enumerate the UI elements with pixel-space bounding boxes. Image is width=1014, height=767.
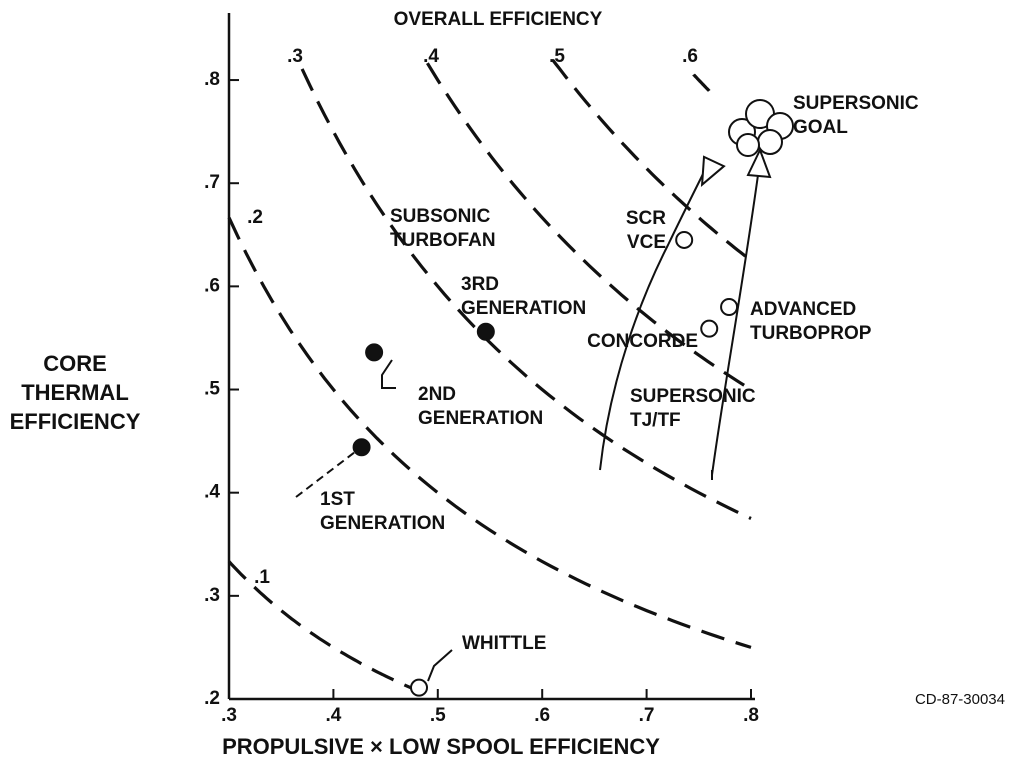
x-tick-label: .7	[639, 705, 655, 726]
iso-curve	[551, 58, 752, 262]
point-label: 2ND	[418, 384, 456, 405]
arrow-line	[599, 169, 706, 471]
data-point	[476, 322, 495, 341]
figure-code: CD-87-30034	[915, 691, 1005, 708]
point-label: GENERATION	[320, 513, 445, 534]
curve-label: .1	[254, 567, 270, 588]
arrow-line	[711, 174, 759, 476]
point-label: 1ST	[320, 489, 355, 510]
point-label: GENERATION	[461, 298, 586, 319]
point-label: TURBOPROP	[750, 323, 872, 344]
y-tick-label: .4	[204, 482, 220, 503]
data-point	[352, 438, 371, 457]
x-tick-label: .6	[534, 705, 550, 726]
data-point	[365, 343, 384, 362]
iso-curve	[692, 73, 711, 92]
x-tick-label: .4	[325, 705, 341, 726]
y-tick-label: .3	[204, 585, 220, 606]
x-tick-label: .5	[430, 705, 446, 726]
annotation: GOAL	[793, 117, 848, 138]
x-tick-label: .3	[221, 705, 237, 726]
curve-label: .6	[682, 46, 698, 67]
arrow-head	[700, 155, 726, 187]
x-tick-label: .8	[743, 705, 759, 726]
iso-curve	[300, 68, 752, 520]
y-axis-label: EFFICIENCY	[10, 409, 141, 434]
y-tick-label: .6	[204, 275, 220, 296]
curve-label: .2	[247, 207, 263, 228]
iso-curve	[426, 62, 752, 391]
point-label: VCE	[627, 232, 666, 253]
cloud	[728, 99, 794, 157]
point-label: ADVANCED	[750, 299, 856, 320]
y-axis-label: THERMAL	[21, 380, 129, 405]
point-label: CONCORDE	[587, 331, 698, 352]
chart-title: OVERALL EFFICIENCY	[394, 9, 603, 30]
leader	[427, 649, 453, 682]
point-label: WHITTLE	[462, 633, 546, 654]
data-point	[675, 230, 694, 249]
data-point	[700, 319, 719, 338]
point-label: SCR	[626, 208, 666, 229]
annotation: SUPERSONIC	[630, 386, 756, 407]
y-tick-label: .5	[204, 379, 220, 400]
annotation: TURBOFAN	[390, 230, 496, 251]
annotation: SUBSONIC	[390, 206, 491, 227]
curve-label: .3	[287, 46, 303, 67]
data-point	[720, 298, 739, 316]
y-tick-label: .8	[204, 69, 220, 90]
y-axis-label: CORE	[43, 351, 107, 376]
curve-label: .4	[423, 46, 439, 67]
curve-label: .5	[549, 46, 565, 67]
arrow-head	[746, 147, 772, 179]
point-label: 3RD	[461, 274, 499, 295]
leader	[381, 359, 396, 389]
iso-curve	[227, 560, 418, 692]
iso-curve	[227, 216, 752, 649]
y-tick-label: .2	[204, 688, 220, 709]
x-axis-label: PROPULSIVE × LOW SPOOL EFFICIENCY	[222, 734, 660, 759]
y-tick-label: .7	[204, 172, 220, 193]
annotation: SUPERSONIC	[793, 93, 919, 114]
point-label: GENERATION	[418, 408, 543, 429]
annotation: TJ/TF	[630, 410, 681, 431]
data-point	[410, 678, 429, 697]
